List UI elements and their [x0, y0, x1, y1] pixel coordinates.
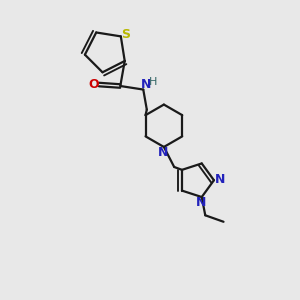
Text: N: N — [215, 173, 226, 186]
Text: N: N — [140, 78, 151, 91]
Text: N: N — [158, 146, 169, 159]
Text: S: S — [121, 28, 130, 41]
Text: H: H — [148, 77, 157, 87]
Text: N: N — [196, 196, 206, 209]
Text: O: O — [88, 78, 99, 91]
